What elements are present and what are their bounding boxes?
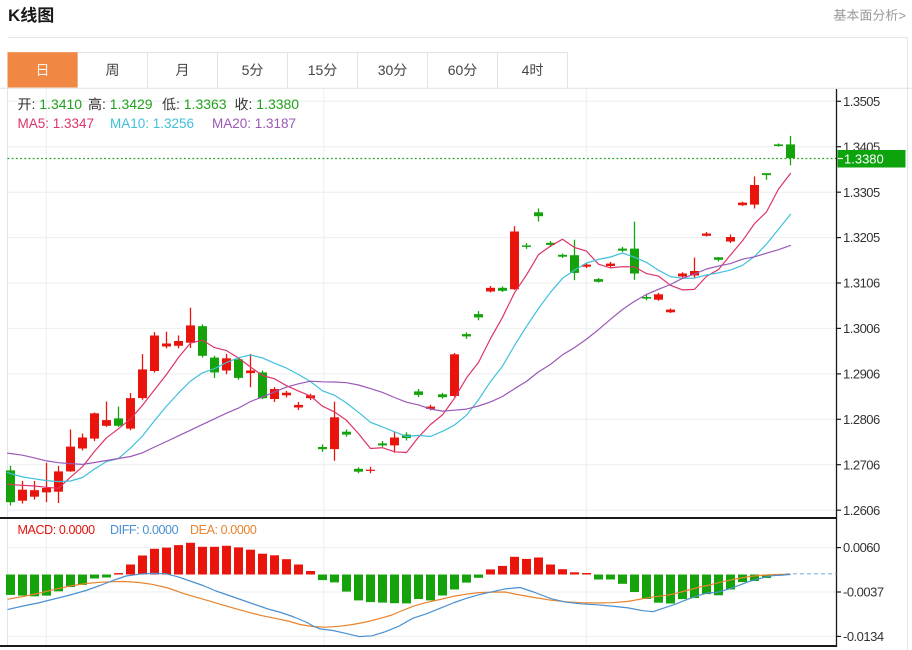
svg-text:-0.0134: -0.0134	[843, 629, 884, 644]
svg-text:5: 5	[242, 62, 250, 78]
svg-text:0.0060: 0.0060	[843, 540, 880, 555]
svg-text:K: K	[8, 6, 21, 25]
svg-text:MA5: 1.3347: MA5: 1.3347	[18, 116, 95, 131]
svg-text:1.3410: 1.3410	[39, 96, 82, 112]
svg-text:1.2606: 1.2606	[843, 503, 880, 518]
svg-text:60: 60	[448, 62, 464, 78]
svg-text:1.2806: 1.2806	[843, 412, 880, 427]
svg-text:1.3305: 1.3305	[843, 185, 880, 200]
svg-text:MA10: 1.3256: MA10: 1.3256	[110, 116, 194, 131]
svg-text:>: >	[898, 8, 906, 23]
svg-text::: :	[102, 96, 110, 112]
svg-text:MA20: 1.3187: MA20: 1.3187	[212, 116, 296, 131]
svg-text:DIFF: 0.0000: DIFF: 0.0000	[110, 523, 179, 537]
svg-text:-0.0037: -0.0037	[843, 585, 884, 600]
svg-text::: :	[249, 96, 257, 112]
svg-text:1.3106: 1.3106	[843, 276, 880, 291]
svg-text:1.3429: 1.3429	[110, 96, 153, 112]
svg-text:15: 15	[308, 62, 324, 78]
svg-text:1.2906: 1.2906	[843, 367, 880, 382]
svg-text:1.3380: 1.3380	[844, 151, 884, 166]
svg-text:DEA: 0.0000: DEA: 0.0000	[190, 523, 257, 537]
svg-text::: :	[32, 96, 40, 112]
svg-text:30: 30	[378, 62, 394, 78]
svg-text:1.3363: 1.3363	[184, 96, 227, 112]
svg-text:1.2706: 1.2706	[843, 457, 880, 472]
svg-text:4: 4	[522, 62, 530, 78]
svg-text:1.3505: 1.3505	[843, 94, 880, 109]
svg-text:1.3006: 1.3006	[843, 321, 880, 336]
svg-text:MACD: 0.0000: MACD: 0.0000	[18, 523, 96, 537]
svg-text:1.3380: 1.3380	[256, 96, 299, 112]
svg-text:1.3205: 1.3205	[843, 230, 880, 245]
svg-text::: :	[176, 96, 184, 112]
